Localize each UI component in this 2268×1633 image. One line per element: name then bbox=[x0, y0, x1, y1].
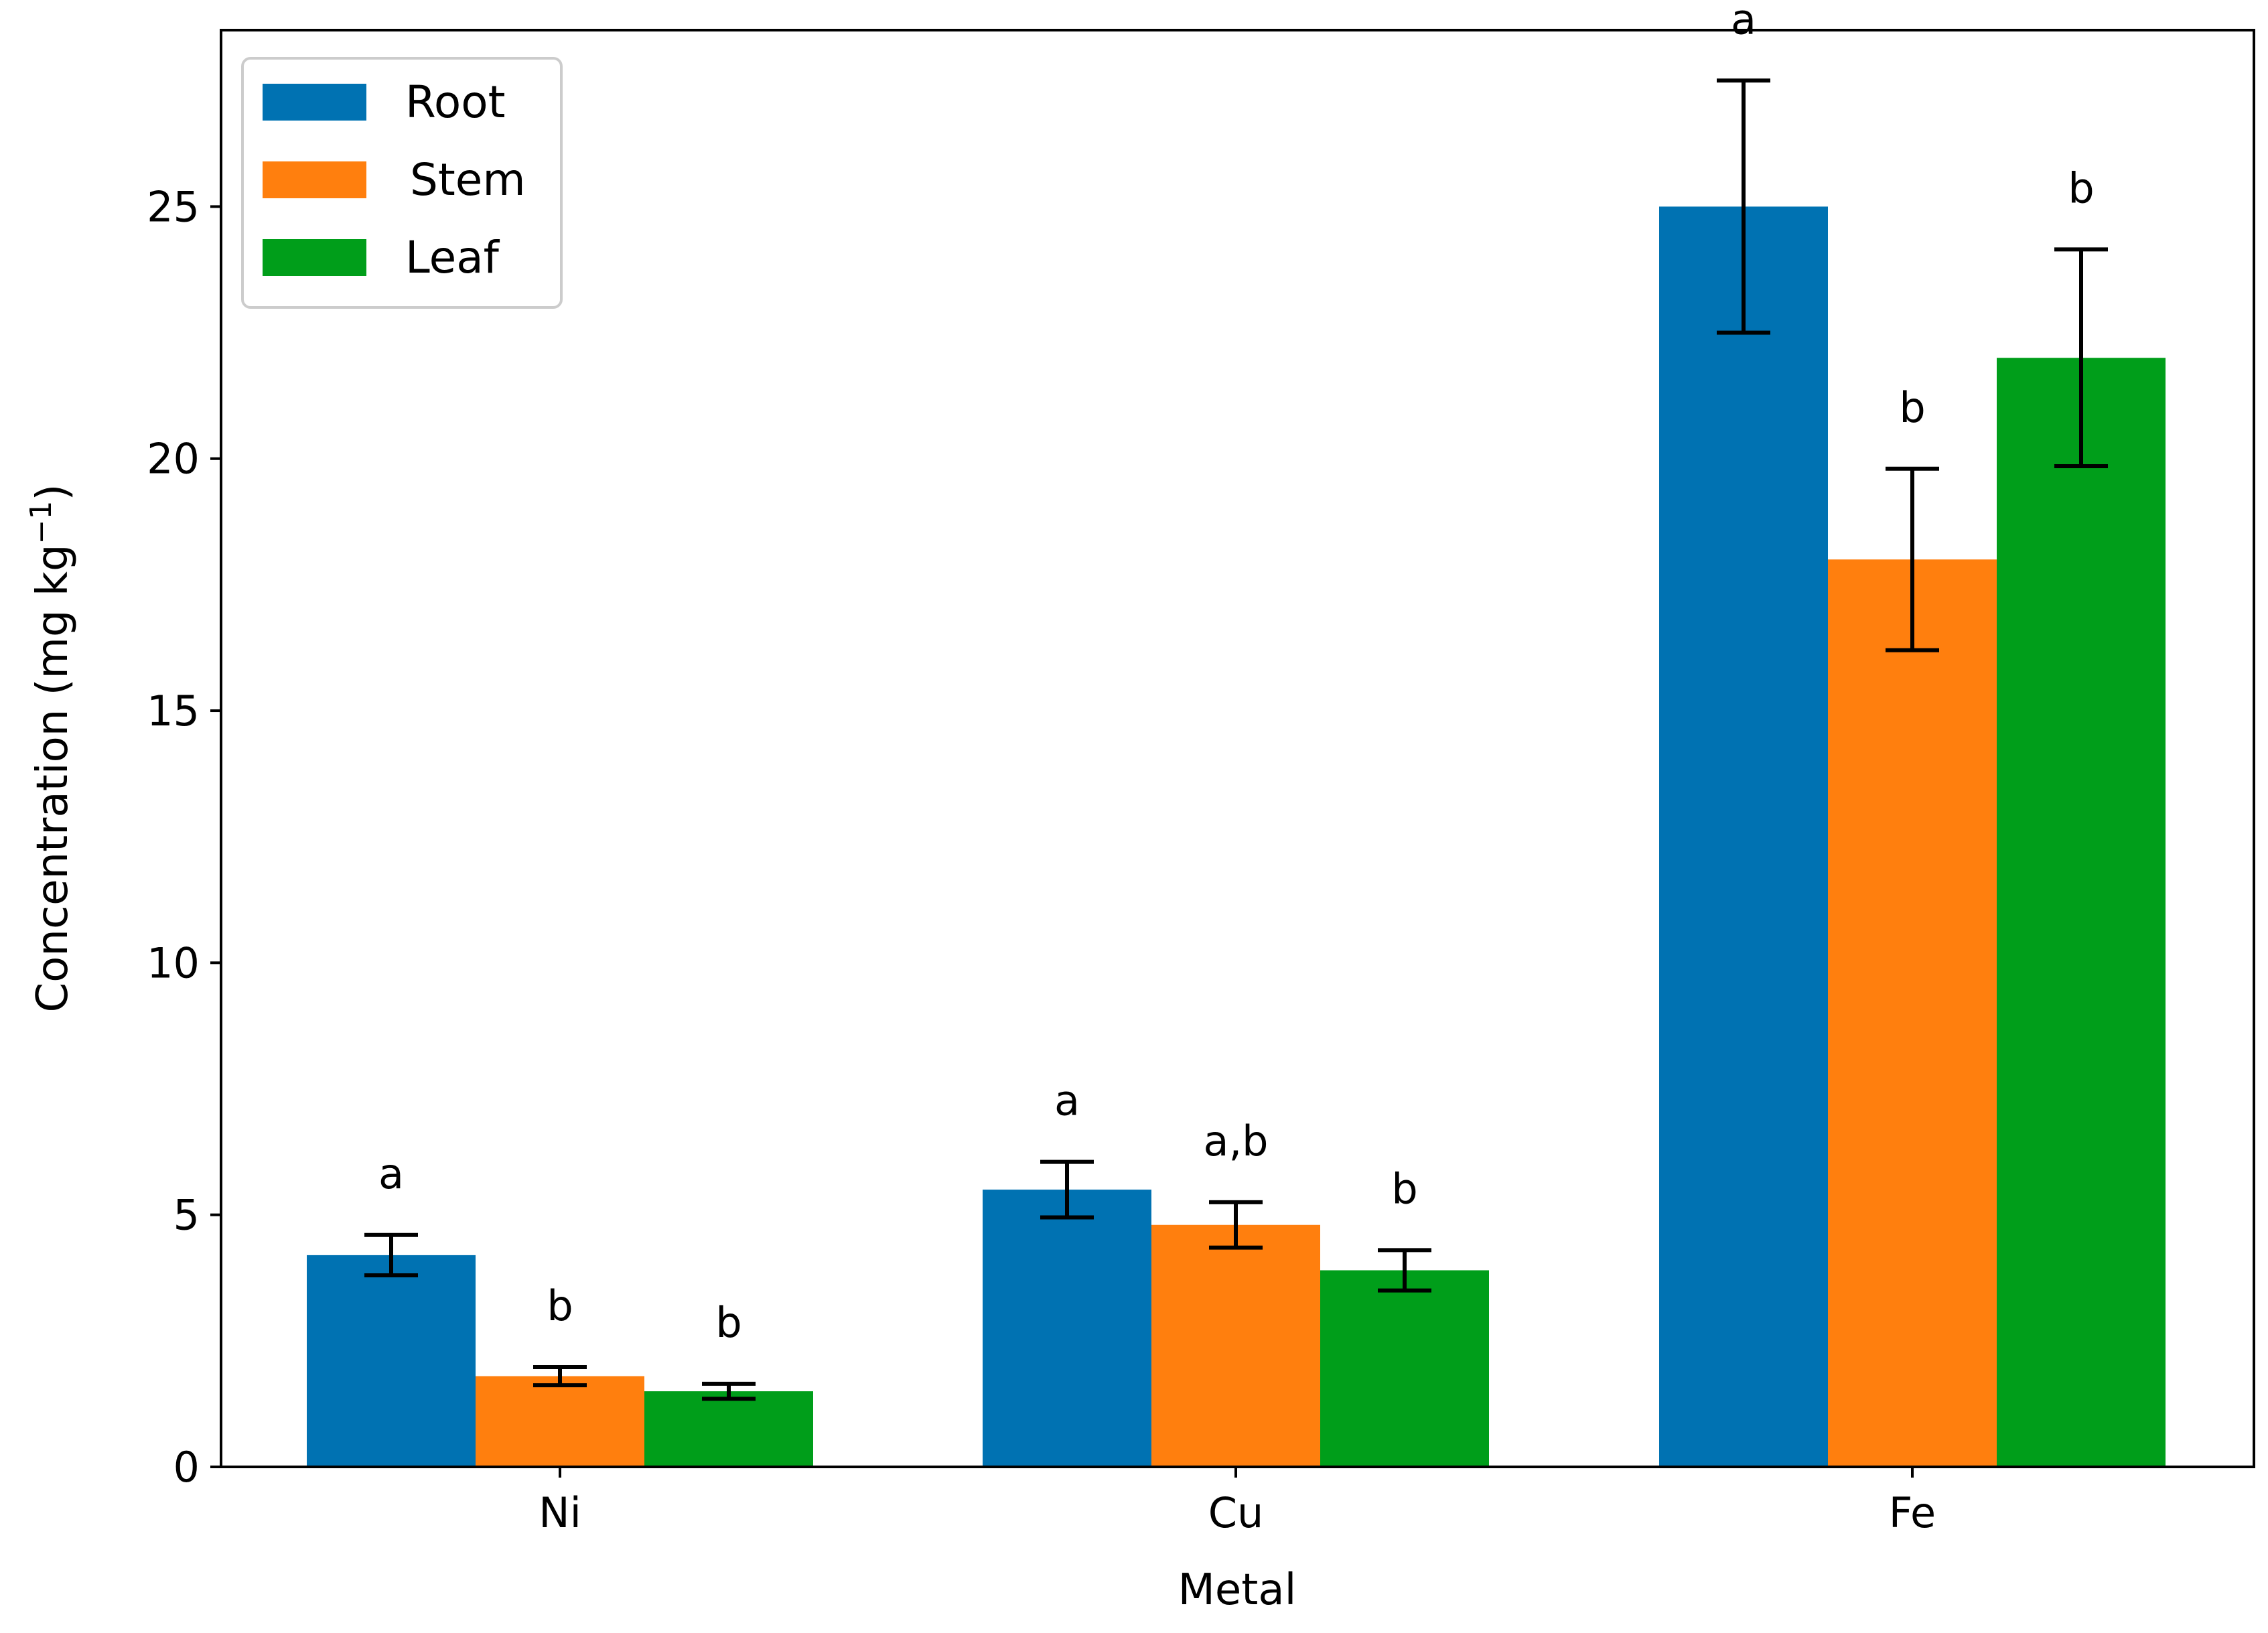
y-tick-label-5: 5 bbox=[173, 1191, 200, 1240]
bar-root-cu bbox=[983, 1190, 1151, 1467]
significance-label-stem-cu: a,b bbox=[1203, 1117, 1268, 1165]
significance-label-leaf-cu: b bbox=[1391, 1164, 1417, 1213]
x-tick-label-fe: Fe bbox=[1889, 1488, 1936, 1537]
legend: Root Stem Leaf bbox=[241, 57, 563, 309]
x-axis: Ni Cu Fe bbox=[539, 1467, 1936, 1537]
bar-leaf-ni bbox=[644, 1391, 813, 1467]
x-tick-label-cu: Cu bbox=[1208, 1488, 1264, 1537]
x-axis-label: Metal bbox=[1178, 1565, 1297, 1615]
significance-label-leaf-fe: b bbox=[2068, 163, 2094, 212]
legend-swatch-root bbox=[263, 84, 366, 121]
legend-label-leaf: Leaf bbox=[405, 232, 500, 283]
y-axis-label: Concentration (mg kg−1) bbox=[24, 484, 78, 1013]
significance-label-root-cu: a bbox=[1054, 1076, 1080, 1125]
bar-stem-fe bbox=[1828, 559, 1997, 1467]
x-tick-label-ni: Ni bbox=[539, 1488, 581, 1537]
significance-label-root-ni: a bbox=[378, 1149, 404, 1198]
legend-label-stem: Stem bbox=[410, 154, 526, 206]
legend-swatch-leaf bbox=[263, 239, 366, 276]
y-axis-label-main: Concentration (mg kg bbox=[28, 544, 78, 1012]
bar-leaf-fe bbox=[1997, 358, 2166, 1468]
bar-root-ni bbox=[307, 1255, 476, 1467]
bars-layer bbox=[307, 206, 2166, 1468]
y-tick-label-15: 15 bbox=[147, 687, 200, 735]
legend-swatch-stem bbox=[263, 161, 366, 198]
y-axis: 0 5 10 15 20 25 bbox=[147, 182, 221, 1492]
significance-label-stem-fe: b bbox=[1899, 383, 1925, 432]
significance-label-stem-ni: b bbox=[547, 1281, 573, 1330]
significance-labels-layer: a b b a a,b b a b b bbox=[378, 0, 2095, 1347]
significance-label-leaf-ni: b bbox=[715, 1298, 741, 1347]
plot-frame bbox=[220, 29, 2255, 1468]
error-bars-layer bbox=[364, 78, 2108, 1401]
bar-stem-ni bbox=[476, 1376, 644, 1467]
y-axis-label-superscript: −1 bbox=[24, 501, 58, 545]
y-tick-label-25: 25 bbox=[147, 182, 200, 231]
significance-label-root-fe: a bbox=[1731, 0, 1756, 44]
y-tick-label-20: 20 bbox=[147, 435, 200, 484]
bar-root-fe bbox=[1659, 206, 1828, 1468]
bar-leaf-cu bbox=[1320, 1270, 1489, 1467]
y-tick-label-10: 10 bbox=[147, 938, 200, 987]
bar-stem-cu bbox=[1151, 1224, 1320, 1467]
y-axis-label-close: ) bbox=[28, 484, 78, 501]
y-tick-label-0: 0 bbox=[173, 1443, 200, 1492]
legend-label-root: Root bbox=[405, 76, 506, 128]
